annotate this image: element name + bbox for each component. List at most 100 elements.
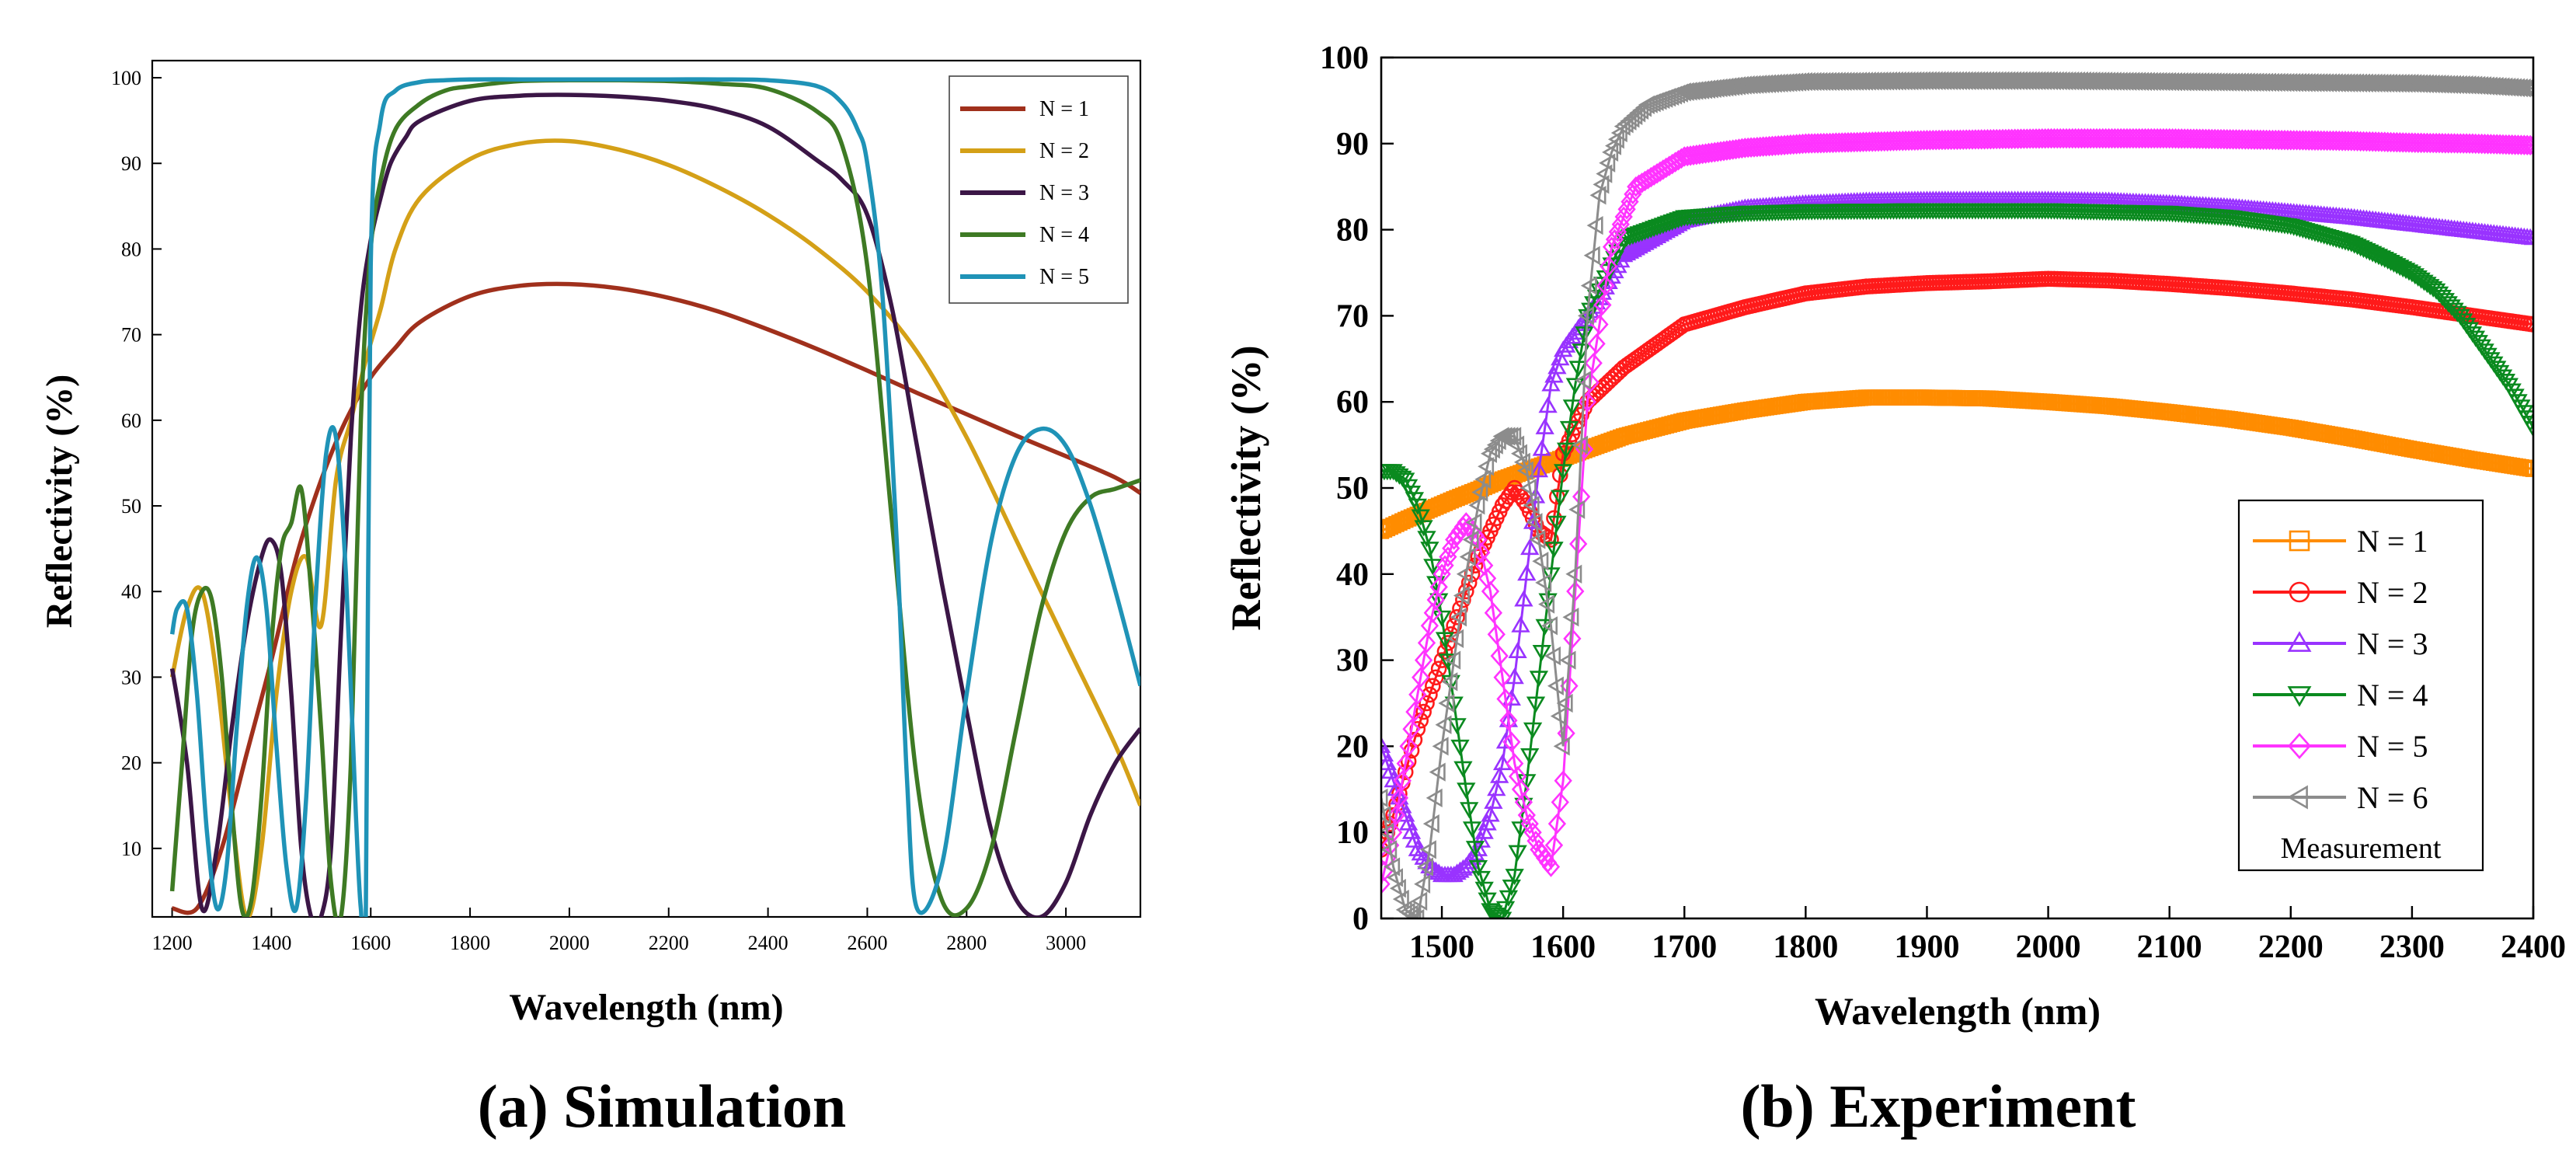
experiment-data-point-n-6 bbox=[1426, 788, 1443, 808]
experiment-legend-box bbox=[2237, 499, 2484, 872]
experiment-legend-label: N = 5 bbox=[2357, 729, 2428, 764]
experiment-data-point-n-6 bbox=[2520, 81, 2533, 96]
experiment-data-point-n-5 bbox=[1812, 133, 1830, 154]
experiment-data-point-n-2 bbox=[1425, 678, 1441, 695]
experiment-data-point-n-4 bbox=[1468, 860, 1488, 876]
experiment-data-point-n-6 bbox=[1538, 594, 1555, 614]
experiment-data-point-n-6 bbox=[1441, 672, 1458, 692]
experiment-data-point-n-6 bbox=[1559, 650, 1576, 670]
experiment-data-point-n-5 bbox=[1875, 131, 1894, 152]
experiment-data-point-n-6 bbox=[1593, 175, 1610, 194]
experiment-data-point-n-6 bbox=[1575, 371, 1591, 390]
experiment-data-point-n-5 bbox=[1572, 486, 1591, 507]
experiment-data-point-n-5 bbox=[1481, 580, 1500, 602]
experiment-data-point-n-6 bbox=[1392, 889, 1409, 909]
experiment-data-point-n-6 bbox=[1519, 478, 1537, 498]
experiment-data-point-n-5 bbox=[1620, 191, 1639, 212]
experiment-legend-label: N = 2 bbox=[2357, 575, 2428, 610]
experiment-y-tick-label: 40 bbox=[1336, 557, 1369, 593]
experiment-data-point-n-6 bbox=[1508, 435, 1525, 455]
experiment-data-point-n-4 bbox=[1408, 498, 1427, 515]
simulation-x-tick-label: 2800 bbox=[946, 932, 987, 954]
experiment-data-point-n-4 bbox=[1544, 542, 1564, 559]
experiment-data-point-n-5 bbox=[1520, 813, 1539, 835]
simulation-y-tick-label: 30 bbox=[121, 666, 141, 688]
experiment-data-point-n-6 bbox=[1556, 693, 1573, 713]
experiment-data-point-n-5 bbox=[1872, 131, 1891, 152]
experiment-data-point-n-6 bbox=[2523, 82, 2533, 95]
experiment-data-point-n-6 bbox=[1432, 737, 1449, 756]
experiment-data-point-n-6 bbox=[1547, 676, 1564, 695]
experiment-data-point-n-4 bbox=[1390, 468, 1409, 485]
experiment-data-point-n-6 bbox=[1411, 891, 1428, 911]
experiment-data-point-n-4 bbox=[1520, 748, 1540, 765]
experiment-data-point-n-6 bbox=[1471, 483, 1488, 502]
simulation-y-axis-label: Reflectivity (%) bbox=[39, 375, 80, 629]
experiment-data-point-n-4 bbox=[1511, 821, 1530, 838]
experiment-data-point-n-4 bbox=[1381, 464, 1391, 481]
experiment-plot-frame bbox=[1380, 56, 2535, 920]
experiment-data-point-n-5 bbox=[1602, 236, 1621, 257]
experiment-data-point-n-5 bbox=[1857, 131, 1876, 152]
experiment-data-point-n-4 bbox=[1556, 442, 1576, 459]
experiment-x-tick-label: 1500 bbox=[1409, 929, 1474, 965]
experiment-data-point-n-5 bbox=[1860, 131, 1878, 152]
experiment-data-point-n-6 bbox=[1511, 444, 1527, 463]
experiment-data-point-n-3 bbox=[1481, 805, 1500, 822]
simulation-ticks: 1200 1400 1600 1800 2000 2200 2400 2600 2800 3000… bbox=[111, 67, 1086, 954]
experiment-data-point-n-5 bbox=[1617, 199, 1636, 220]
experiment-data-point-n-5 bbox=[1575, 438, 1594, 460]
experiment-legend-measurement-note: Measurement bbox=[2281, 832, 2442, 865]
experiment-data-point-n-5 bbox=[1381, 873, 1391, 894]
simulation-legend-label: N = 1 bbox=[1039, 97, 1089, 121]
simulation-x-tick-label: 2400 bbox=[748, 932, 788, 954]
experiment-data-point-n-5 bbox=[1390, 787, 1409, 809]
experiment-data-point-n-3 bbox=[1502, 689, 1521, 706]
experiment-series-n-4 bbox=[1381, 203, 2533, 918]
experiment-legend-label: N = 1 bbox=[2357, 524, 2428, 559]
experiment-x-tick-label: 2300 bbox=[2379, 929, 2445, 965]
experiment-data-point-n-4 bbox=[1562, 399, 1582, 416]
experiment-data-point-n-6 bbox=[1408, 908, 1425, 918]
experiment-data-point-n-3 bbox=[1535, 417, 1554, 434]
experiment-data-point-n-5 bbox=[1909, 130, 1927, 151]
experiment-data-point-n-6 bbox=[1456, 564, 1473, 584]
experiment-data-point-n-5 bbox=[1829, 132, 1848, 153]
experiment-data-point-n-5 bbox=[1541, 856, 1561, 877]
experiment-data-point-n-2 bbox=[1449, 608, 1465, 626]
experiment-data-point-n-6 bbox=[1562, 608, 1579, 627]
simulation-y-tick-label: 40 bbox=[121, 580, 141, 603]
simulation-x-tick-label: 1200 bbox=[152, 932, 193, 954]
experiment-data-point-n-3 bbox=[1529, 461, 1549, 478]
experiment-data-point-n-6 bbox=[1429, 762, 1446, 782]
experiment-data-point-n-5 bbox=[1614, 206, 1633, 228]
experiment-data-point-n-3 bbox=[1551, 349, 1570, 366]
experiment-data-point-n-5 bbox=[1611, 214, 1630, 235]
simulation-y-tick-label: 70 bbox=[121, 324, 141, 347]
experiment-data-point-n-4 bbox=[1457, 782, 1476, 800]
experiment-data-point-n-5 bbox=[2524, 134, 2533, 156]
experiment-legend-marker-n-2 bbox=[2289, 581, 2310, 603]
experiment-data-point-n-5 bbox=[1850, 131, 1870, 153]
experiment-data-point-n-6 bbox=[1577, 306, 1594, 326]
simulation-series-lines bbox=[169, 77, 1140, 917]
experiment-legend-label: N = 3 bbox=[2357, 626, 2428, 661]
experiment-data-point-n-3 bbox=[1520, 538, 1540, 556]
experiment-data-point-n-5 bbox=[1869, 131, 1888, 152]
experiment-data-point-n-6 bbox=[1553, 737, 1570, 756]
experiment-data-point-n-5 bbox=[1526, 831, 1545, 852]
experiment-data-point-n-5 bbox=[1412, 667, 1430, 688]
experiment-data-point-n-6 bbox=[1596, 164, 1613, 183]
experiment-data-point-n-6 bbox=[1478, 457, 1495, 476]
experiment-data-point-n-5 bbox=[1429, 577, 1448, 598]
experiment-data-point-n-6 bbox=[1468, 496, 1485, 515]
experiment-data-point-n-4 bbox=[1529, 671, 1549, 688]
experiment-data-point-n-5 bbox=[1600, 256, 1618, 277]
experiment-data-point-n-6 bbox=[1580, 276, 1597, 295]
experiment-data-point-n-4 bbox=[1565, 378, 1585, 395]
experiment-legend: N = 1 N = 2 N = 3 N = 4 N = 5 N = 6 Measuremen… bbox=[2237, 499, 2484, 872]
simulation-y-tick-label: 10 bbox=[121, 838, 141, 860]
experiment-data-point-n-6 bbox=[1550, 706, 1567, 726]
experiment-data-point-n-5 bbox=[1854, 131, 1873, 152]
experiment-data-point-n-5 bbox=[1866, 131, 1885, 152]
